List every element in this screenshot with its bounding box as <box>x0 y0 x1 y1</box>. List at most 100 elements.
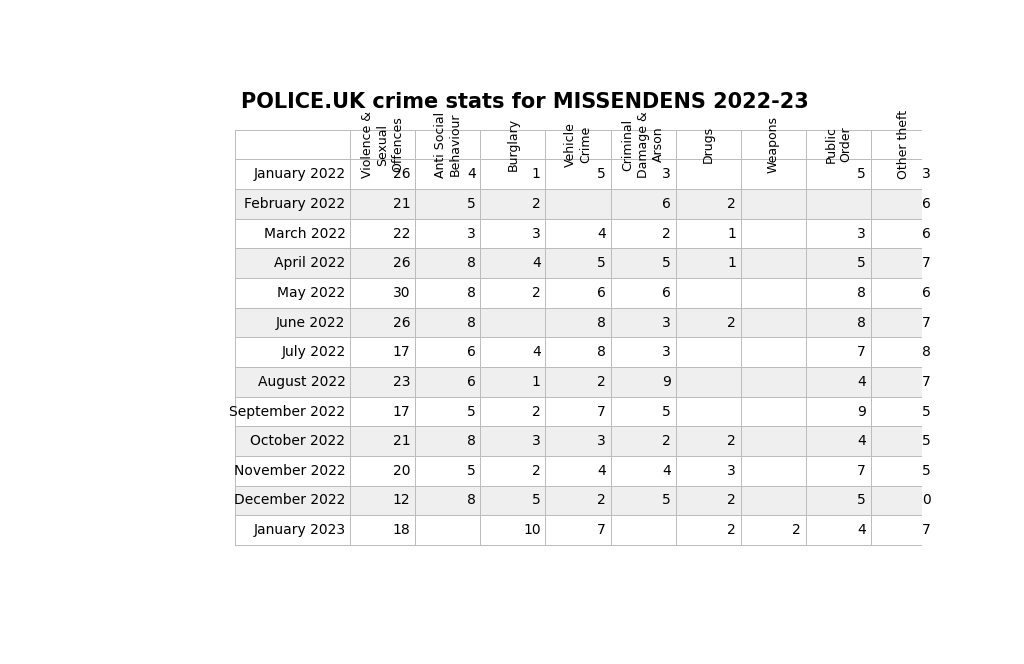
Text: POLICE.UK crime stats for MISSENDENS 2022-23: POLICE.UK crime stats for MISSENDENS 202… <box>241 92 809 112</box>
Text: 3: 3 <box>663 167 671 181</box>
Text: 7: 7 <box>597 523 606 537</box>
Text: 8: 8 <box>467 256 475 270</box>
Text: 5: 5 <box>597 256 606 270</box>
Text: 3: 3 <box>727 464 736 478</box>
Text: 8: 8 <box>467 315 475 329</box>
Text: 10: 10 <box>523 523 541 537</box>
Text: 2: 2 <box>727 197 736 211</box>
Text: 4: 4 <box>597 226 606 240</box>
Text: 20: 20 <box>393 464 411 478</box>
Text: 2: 2 <box>663 226 671 240</box>
Text: 5: 5 <box>923 464 931 478</box>
Text: 2: 2 <box>597 375 606 389</box>
Text: 7: 7 <box>923 315 931 329</box>
Text: 6: 6 <box>662 286 671 300</box>
Text: February 2022: February 2022 <box>245 197 345 211</box>
Text: 21: 21 <box>393 434 411 448</box>
Text: 17: 17 <box>393 404 411 418</box>
Text: 4: 4 <box>857 434 866 448</box>
Text: 23: 23 <box>393 375 411 389</box>
Text: Public
Order: Public Order <box>824 126 852 163</box>
Text: 7: 7 <box>923 256 931 270</box>
Text: 26: 26 <box>393 167 411 181</box>
Text: 7: 7 <box>923 523 931 537</box>
Text: 2: 2 <box>597 493 606 507</box>
Text: 6: 6 <box>467 345 475 359</box>
Text: July 2022: July 2022 <box>282 345 345 359</box>
Bar <box>236 159 936 189</box>
Text: 5: 5 <box>923 404 931 418</box>
Text: 4: 4 <box>531 256 541 270</box>
Text: 2: 2 <box>663 434 671 448</box>
Text: 8: 8 <box>467 286 475 300</box>
Bar <box>236 485 936 515</box>
Bar <box>236 337 936 367</box>
Text: 3: 3 <box>857 226 866 240</box>
Text: 4: 4 <box>857 375 866 389</box>
Bar <box>236 515 936 545</box>
Text: 6: 6 <box>923 197 931 211</box>
Bar <box>236 456 936 485</box>
Text: 5: 5 <box>663 493 671 507</box>
Text: 22: 22 <box>393 226 411 240</box>
Text: 3: 3 <box>663 315 671 329</box>
Text: Other theft: Other theft <box>897 110 910 179</box>
Text: June 2022: June 2022 <box>276 315 345 329</box>
Text: March 2022: March 2022 <box>263 226 345 240</box>
Text: 4: 4 <box>597 464 606 478</box>
Bar <box>236 426 936 456</box>
Text: January 2022: January 2022 <box>253 167 345 181</box>
Text: 3: 3 <box>663 345 671 359</box>
Text: April 2022: April 2022 <box>274 256 345 270</box>
Text: 2: 2 <box>727 434 736 448</box>
Text: 4: 4 <box>467 167 475 181</box>
Text: 3: 3 <box>531 434 541 448</box>
Text: 0: 0 <box>923 493 931 507</box>
Text: 5: 5 <box>531 493 541 507</box>
Bar <box>236 307 936 337</box>
Text: Weapons: Weapons <box>767 116 779 173</box>
Text: 12: 12 <box>393 493 411 507</box>
Text: 3: 3 <box>597 434 606 448</box>
Text: 1: 1 <box>727 226 736 240</box>
Text: October 2022: October 2022 <box>251 434 345 448</box>
Bar <box>236 218 936 248</box>
Text: Drugs: Drugs <box>701 126 715 163</box>
Text: 6: 6 <box>467 375 475 389</box>
Text: 8: 8 <box>467 493 475 507</box>
Text: 8: 8 <box>857 286 866 300</box>
Text: 2: 2 <box>531 464 541 478</box>
Text: 26: 26 <box>393 315 411 329</box>
Text: Criminal
Damage &
Arson: Criminal Damage & Arson <box>622 112 665 178</box>
Text: 2: 2 <box>531 197 541 211</box>
Bar <box>236 248 936 278</box>
Text: 8: 8 <box>467 434 475 448</box>
Text: 2: 2 <box>727 493 736 507</box>
Text: 5: 5 <box>857 256 866 270</box>
Text: November 2022: November 2022 <box>233 464 345 478</box>
Text: 7: 7 <box>857 345 866 359</box>
Text: 8: 8 <box>923 345 931 359</box>
Text: 3: 3 <box>467 226 475 240</box>
Text: 7: 7 <box>597 404 606 418</box>
Text: 6: 6 <box>597 286 606 300</box>
Text: August 2022: August 2022 <box>258 375 345 389</box>
Text: 5: 5 <box>663 256 671 270</box>
Text: 1: 1 <box>531 375 541 389</box>
Bar <box>236 129 936 159</box>
Text: 2: 2 <box>531 404 541 418</box>
Text: 5: 5 <box>857 167 866 181</box>
Text: 3: 3 <box>531 226 541 240</box>
Text: 8: 8 <box>597 315 606 329</box>
Text: 6: 6 <box>923 226 931 240</box>
Text: 7: 7 <box>923 375 931 389</box>
Text: 5: 5 <box>923 434 931 448</box>
Text: 5: 5 <box>663 404 671 418</box>
Text: September 2022: September 2022 <box>229 404 345 418</box>
Text: 5: 5 <box>467 197 475 211</box>
Text: 7: 7 <box>857 464 866 478</box>
Text: Anti Social
Behaviour: Anti Social Behaviour <box>434 112 462 178</box>
Bar <box>236 396 936 426</box>
Text: 9: 9 <box>857 404 866 418</box>
Text: 5: 5 <box>857 493 866 507</box>
